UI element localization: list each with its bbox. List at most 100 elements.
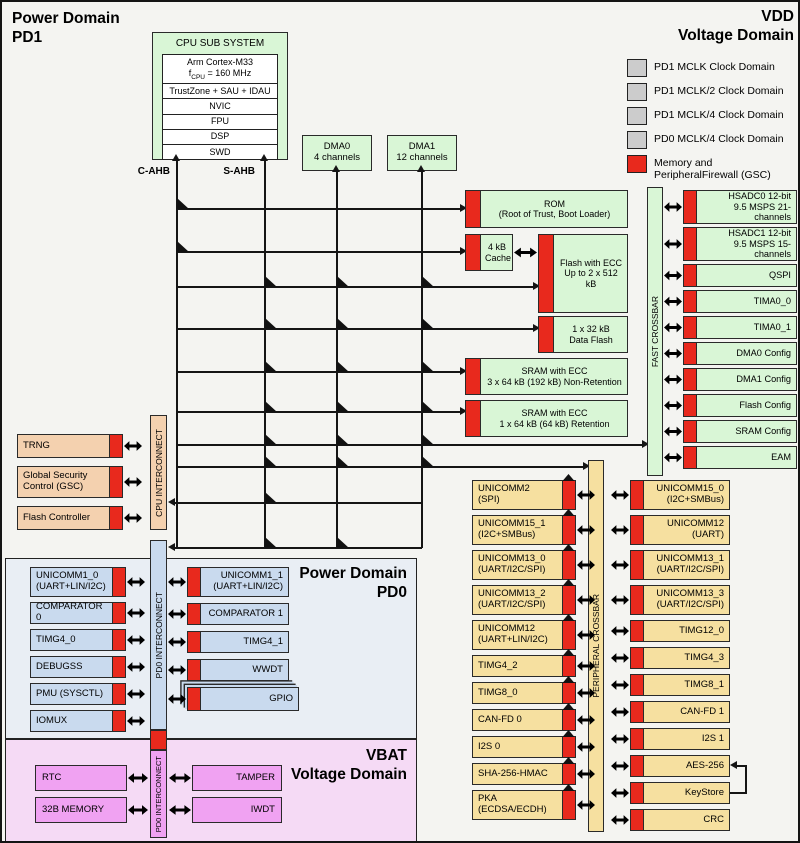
firewall-strip (109, 435, 122, 457)
block-unicomm12-lin: UNICOMM12 (UART+LIN/I2C) (472, 620, 576, 650)
firewall-strip (631, 783, 644, 803)
legend-swatch-pd1-mclk4 (627, 107, 647, 125)
junction-triangle (422, 434, 434, 445)
block-iwdt: IWDT (192, 797, 282, 823)
block-hsadc1: HSADC1 12-bit 9.5 MSPS 15-channels (683, 227, 797, 261)
block-timg12-0: TIMG12_0 (630, 620, 730, 642)
firewall-strip (631, 516, 644, 544)
block-i2s0: I2S 0 (472, 736, 576, 758)
block-gpio: GPIO (187, 687, 299, 711)
block-aes256: AES-256 (630, 755, 730, 777)
pd0-interconnect-bar: PD0 INTERCONNECT (150, 540, 167, 730)
block-unicomm12-uart: UNICOMM12 (UART) (630, 515, 730, 545)
block-flash: Flash with ECC Up to 2 x 512 kB (538, 234, 628, 313)
junction-triangle (265, 456, 277, 467)
cpu-nvic-row: NVIC (163, 98, 277, 113)
s-ahb-label: S-AHB (223, 166, 255, 177)
legend-swatch-pd0-mclk4 (627, 131, 647, 149)
cpu-core-row: Arm Cortex-M33 fCPU = 160 MHz (186, 56, 253, 81)
bar-label: CPU INTERCONNECT (153, 428, 164, 517)
firewall-strip (631, 810, 644, 830)
block-unicomm1-1: UNICOMM1_1 (UART+LIN/I2C) (187, 567, 289, 597)
firewall-strip (631, 551, 644, 579)
block-canfd0: CAN-FD 0 (472, 709, 576, 731)
pd0-right-column: UNICOMM1_1 (UART+LIN/I2C) COMPARATOR 1 TI… (187, 567, 299, 711)
firewall-strip (684, 265, 697, 286)
cpu-fpu-row: FPU (163, 113, 277, 129)
block-trng: TRNG (17, 434, 123, 458)
block-pmu-sysctl: PMU (SYSCTL) (30, 683, 126, 705)
junction-triangle (265, 492, 277, 503)
cpu-dsp-row: DSP (163, 128, 277, 144)
junction-triangle (265, 537, 277, 548)
block-timg4-3: TIMG4_3 (630, 647, 730, 669)
junction-triangle (265, 434, 277, 445)
block-rtc: RTC (35, 765, 127, 791)
legend-swatch-pd1-mclk2 (627, 83, 647, 101)
bus-line (177, 440, 649, 447)
legend-item: PD0 MCLK/4 Clock Domain (627, 131, 784, 149)
junction-triangle (422, 401, 434, 412)
firewall-strip (539, 317, 554, 352)
block-unicomm13-0: UNICOMM13_0 (UART/I2C/SPI) (472, 550, 576, 580)
firewall-strip (562, 551, 575, 579)
bus-line (177, 282, 540, 289)
block-timg8-0: TIMG8_0 (472, 682, 576, 704)
fast-crossbar-column: HSADC0 12-bit 9.5 MSPS 21-channels HSADC1… (683, 190, 797, 469)
block-pka: PKA (ECDSA/ECDH) (472, 790, 576, 820)
legend-item: PD1 MCLK/2 Clock Domain (627, 83, 784, 101)
block-rom: ROM (Root of Trust, Boot Loader) (465, 190, 628, 228)
firewall-strip (109, 467, 122, 497)
block-dma0-config: DMA0 Config (683, 342, 797, 365)
block-timg8-1: TIMG8_1 (630, 674, 730, 696)
junction-triangle (337, 456, 349, 467)
junction-triangle (337, 537, 349, 548)
block-gsc: Global Security Control (GSC) (17, 466, 123, 498)
firewall-strip (684, 395, 697, 416)
junction-triangle (422, 456, 434, 467)
firewall-strip (188, 632, 201, 652)
junction-triangle (422, 276, 434, 287)
firewall-strip (562, 586, 575, 614)
firewall-strip (539, 235, 554, 312)
legend-item: Memory and PeripheralFirewall (GSC) (627, 155, 784, 181)
block-wwdt: WWDT (187, 659, 289, 681)
firewall-strip (631, 675, 644, 695)
block-32b-memory: 32B MEMORY (35, 797, 127, 823)
bar-label: PERIPHERAL CROSSBAR (591, 594, 601, 698)
bus-line (177, 247, 467, 254)
firewall-strip (188, 568, 201, 596)
block-unicomm15-1: UNICOMM15_1 (I2C+SMBus) (472, 515, 576, 545)
firewall-strip (631, 586, 644, 614)
bar-label: PD0 INTERCONNECT (154, 755, 163, 833)
cache-flash-arrow (514, 247, 537, 258)
block-dma1: DMA1 12 channels (387, 135, 457, 171)
block-canfd1: CAN-FD 1 (630, 701, 730, 723)
block-debugss: DEBUGSS (30, 656, 126, 678)
legend-item: PD1 MCLK Clock Domain (627, 59, 784, 77)
bus-line (177, 407, 467, 414)
keystore-aes-line (730, 792, 747, 794)
bus-line (177, 462, 590, 469)
block-sram-nonretention: SRAM with ECC 3 x 64 kB (192 kB) Non-Rete… (465, 358, 628, 395)
firewall-strip (562, 764, 575, 784)
firewall-strip (112, 630, 125, 650)
cpu-inner-box: Arm Cortex-M33 fCPU = 160 MHz TrustZone … (162, 54, 278, 161)
bus-line (418, 165, 425, 548)
firewall-strip (562, 737, 575, 757)
bus-line (168, 498, 422, 505)
firewall-strip (631, 621, 644, 641)
bus-line (177, 324, 540, 331)
firewall-strip (562, 710, 575, 730)
junction-triangle (422, 361, 434, 372)
firewall-strip (631, 648, 644, 668)
keystore-aes-line (745, 765, 747, 794)
pd0-interconnect-firewall-segment (150, 730, 167, 750)
block-unicomm13-1: UNICOMM13_1 (UART/I2C/SPI) (630, 550, 730, 580)
legend-item: PD1 MCLK/4 Clock Domain (627, 107, 784, 125)
block-timg4-2: TIMG4_2 (472, 655, 576, 677)
firewall-strip (188, 688, 201, 710)
cpu-interconnect-bar: CPU INTERCONNECT (150, 415, 167, 530)
block-keystore: KeyStore (630, 782, 730, 804)
bar-label: FAST CROSSBAR (650, 295, 660, 368)
